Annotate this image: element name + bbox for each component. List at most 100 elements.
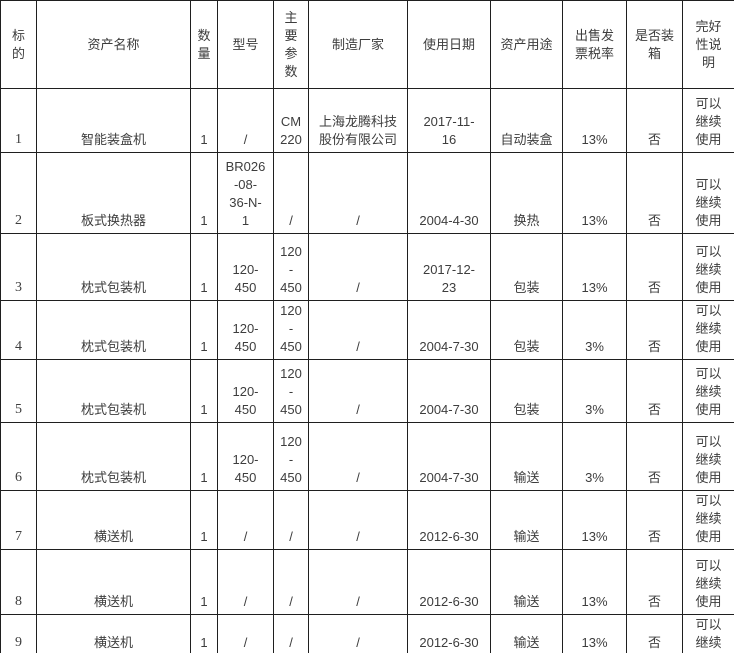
cell-model: / bbox=[217, 549, 274, 615]
table-row: 1 智能装盒机 1/CM 220 上海龙腾科技 股份有限公司 2017-11- 16 自动… bbox=[0, 88, 734, 153]
column-header-bid-number: 标 的 bbox=[0, 0, 37, 89]
cell-main-parameters: CM 220 bbox=[273, 88, 309, 153]
cell-model: / bbox=[217, 614, 274, 653]
cell-manufacturer: 上海龙腾科技 股份有限公司 bbox=[308, 88, 408, 153]
cell-asset-purpose: 包装 bbox=[490, 233, 563, 301]
cell-use-date: 2012-6-30 bbox=[407, 490, 491, 550]
cell-use-date: 2004-4-30 bbox=[407, 152, 491, 234]
cell-asset-purpose: 输送 bbox=[490, 490, 563, 550]
cell-boxed: 否 bbox=[626, 549, 683, 615]
cell-asset-name: 枕式包装机 bbox=[36, 300, 191, 360]
cell-model: 120- 450 bbox=[217, 300, 274, 360]
cell-bid-number: 4 bbox=[0, 300, 37, 360]
cell-manufacturer: / bbox=[308, 549, 408, 615]
cell-bid-number: 9 bbox=[0, 614, 37, 653]
cell-quantity: 1 bbox=[190, 490, 218, 550]
cell-condition: 可以 继续 使用 bbox=[682, 300, 734, 360]
cell-quantity: 1 bbox=[190, 614, 218, 653]
column-header-quantity: 数 量 bbox=[190, 0, 218, 89]
cell-invoice-tax-rate: 13% bbox=[562, 152, 627, 234]
cell-main-parameters: / bbox=[273, 614, 309, 653]
cell-invoice-tax-rate: 13% bbox=[562, 549, 627, 615]
column-header-main-parameters: 主 要 参 数 bbox=[273, 0, 309, 89]
cell-asset-name: 枕式包装机 bbox=[36, 422, 191, 491]
cell-quantity: 1 bbox=[190, 549, 218, 615]
cell-use-date: 2017-12- 23 bbox=[407, 233, 491, 301]
cell-asset-purpose: 包装 bbox=[490, 300, 563, 360]
cell-asset-purpose: 输送 bbox=[490, 614, 563, 653]
cell-asset-purpose: 输送 bbox=[490, 422, 563, 491]
cell-boxed: 否 bbox=[626, 490, 683, 550]
cell-invoice-tax-rate: 13% bbox=[562, 233, 627, 301]
cell-use-date: 2004-7-30 bbox=[407, 422, 491, 491]
table-row: 3 枕式包装机 1 120- 450 120 - 450/2017-12- 23 包装 13… bbox=[0, 233, 734, 301]
cell-manufacturer: / bbox=[308, 490, 408, 550]
cell-main-parameters: 120 - 450 bbox=[273, 422, 309, 491]
cell-boxed: 否 bbox=[626, 152, 683, 234]
table-body: 1 智能装盒机 1/CM 220 上海龙腾科技 股份有限公司 2017-11- 16 自动… bbox=[0, 88, 734, 653]
cell-manufacturer: / bbox=[308, 614, 408, 653]
cell-condition: 可以 继续 使用 bbox=[682, 359, 734, 423]
cell-main-parameters: 120 - 450 bbox=[273, 300, 309, 360]
cell-model: 120- 450 bbox=[217, 422, 274, 491]
table-row: 5 枕式包装机 1 120- 450 120 - 450/2004-7-30 包装 3% 否可… bbox=[0, 359, 734, 423]
cell-asset-name: 板式换热器 bbox=[36, 152, 191, 234]
column-header-asset-name: 资产名称 bbox=[36, 0, 191, 89]
cell-quantity: 1 bbox=[190, 88, 218, 153]
cell-boxed: 否 bbox=[626, 300, 683, 360]
cell-invoice-tax-rate: 3% bbox=[562, 359, 627, 423]
table-row: 2 板式换热器 1 BR026 -08- 36-N- 1//2004-4-30 换热 13… bbox=[0, 152, 734, 234]
cell-invoice-tax-rate: 3% bbox=[562, 300, 627, 360]
column-header-boxed: 是否装 箱 bbox=[626, 0, 683, 89]
column-header-model: 型号 bbox=[217, 0, 274, 89]
cell-bid-number: 7 bbox=[0, 490, 37, 550]
cell-invoice-tax-rate: 13% bbox=[562, 614, 627, 653]
cell-main-parameters: 120 - 450 bbox=[273, 359, 309, 423]
cell-asset-name: 枕式包装机 bbox=[36, 359, 191, 423]
cell-model: / bbox=[217, 490, 274, 550]
cell-quantity: 1 bbox=[190, 152, 218, 234]
cell-asset-purpose: 包装 bbox=[490, 359, 563, 423]
cell-invoice-tax-rate: 3% bbox=[562, 422, 627, 491]
column-header-condition: 完好 性说 明 bbox=[682, 0, 734, 89]
cell-boxed: 否 bbox=[626, 233, 683, 301]
cell-manufacturer: / bbox=[308, 152, 408, 234]
cell-main-parameters: / bbox=[273, 152, 309, 234]
cell-condition: 可以 继续 使用 bbox=[682, 422, 734, 491]
cell-asset-purpose: 换热 bbox=[490, 152, 563, 234]
header-row: 标 的资产名称数 量型号主 要 参 数制造厂家 使用日期 资产用途 出售发 票税率 是否… bbox=[0, 0, 734, 89]
column-header-use-date: 使用日期 bbox=[407, 0, 491, 89]
cell-bid-number: 1 bbox=[0, 88, 37, 153]
cell-condition: 可以 继续 使用 bbox=[682, 152, 734, 234]
cell-main-parameters: 120 - 450 bbox=[273, 233, 309, 301]
cell-bid-number: 5 bbox=[0, 359, 37, 423]
cell-bid-number: 6 bbox=[0, 422, 37, 491]
cell-bid-number: 8 bbox=[0, 549, 37, 615]
cell-quantity: 1 bbox=[190, 300, 218, 360]
cell-main-parameters: / bbox=[273, 549, 309, 615]
cell-model: 120- 450 bbox=[217, 359, 274, 423]
cell-manufacturer: / bbox=[308, 300, 408, 360]
cell-condition: 可以 继续 使用 bbox=[682, 490, 734, 550]
column-header-asset-purpose: 资产用途 bbox=[490, 0, 563, 89]
cell-manufacturer: / bbox=[308, 359, 408, 423]
column-header-invoice-tax-rate: 出售发 票税率 bbox=[562, 0, 627, 89]
cell-manufacturer: / bbox=[308, 233, 408, 301]
cell-boxed: 否 bbox=[626, 614, 683, 653]
cell-asset-name: 横送机 bbox=[36, 549, 191, 615]
cell-quantity: 1 bbox=[190, 359, 218, 423]
table-row: 9 横送机 1///2012-6-30 输送 13% 否可以 继续 bbox=[0, 614, 734, 653]
cell-main-parameters: / bbox=[273, 490, 309, 550]
cell-condition: 可以 继续 使用 bbox=[682, 88, 734, 153]
table-row: 7 横送机 1///2012-6-30 输送 13% 否可以 继续 使用 bbox=[0, 490, 734, 550]
table-row: 8 横送机 1///2012-6-30 输送 13% 否可以 继续 使用 bbox=[0, 549, 734, 615]
cell-bid-number: 3 bbox=[0, 233, 37, 301]
cell-asset-purpose: 自动装盒 bbox=[490, 88, 563, 153]
cell-boxed: 否 bbox=[626, 88, 683, 153]
cell-condition: 可以 继续 使用 bbox=[682, 549, 734, 615]
cell-quantity: 1 bbox=[190, 422, 218, 491]
table-row: 6 枕式包装机 1 120- 450 120 - 450/2004-7-30 输送 3% 否可… bbox=[0, 422, 734, 491]
cell-condition: 可以 继续 bbox=[682, 614, 734, 653]
